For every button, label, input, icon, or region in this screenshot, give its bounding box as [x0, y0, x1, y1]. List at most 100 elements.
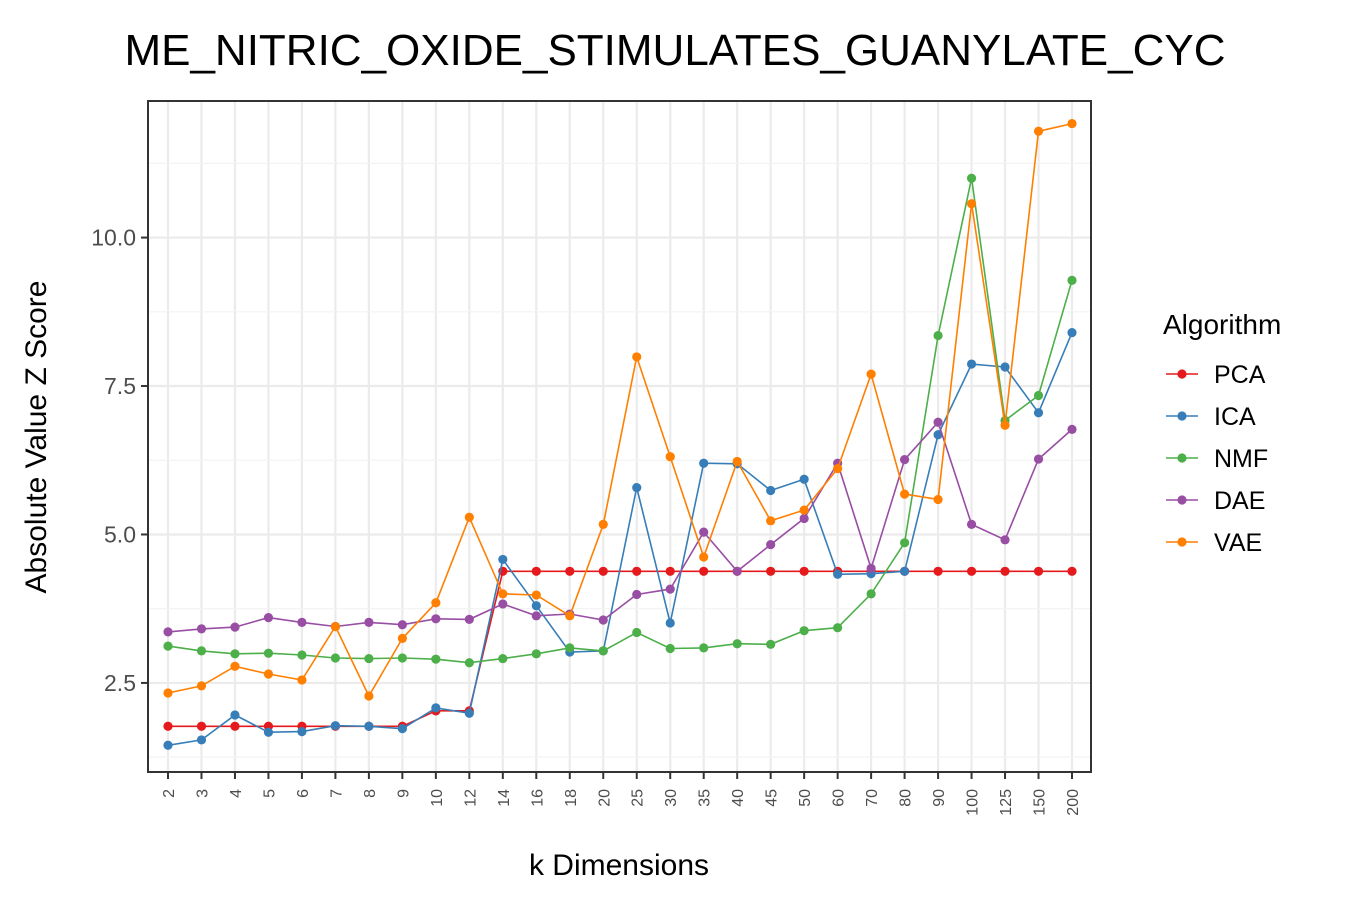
- data-point-dae: [1067, 424, 1077, 434]
- data-point-pca: [196, 721, 207, 731]
- data-point-pca: [933, 566, 943, 576]
- data-point-dae: [699, 527, 709, 537]
- data-point-nmf: [732, 639, 742, 649]
- data-point-nmf: [498, 653, 508, 664]
- data-point-vae: [397, 633, 407, 643]
- data-point-dae: [598, 615, 608, 625]
- data-point-ica: [799, 474, 809, 484]
- data-point-ica: [196, 735, 207, 745]
- legend-title: Algorithm: [1163, 309, 1281, 340]
- data-point-vae: [196, 681, 207, 691]
- x-tick-label: 3: [194, 789, 211, 798]
- data-point-vae: [364, 691, 374, 701]
- data-point-vae: [699, 552, 709, 562]
- data-point-nmf: [263, 648, 274, 658]
- data-point-vae: [431, 598, 441, 608]
- data-point-pca: [163, 721, 173, 731]
- series-line-vae: [167, 122, 1073, 698]
- data-point-nmf: [196, 646, 207, 656]
- data-point-pca: [1067, 566, 1077, 576]
- data-point-nmf: [431, 654, 441, 664]
- y-tick-label: 2.5: [104, 670, 136, 696]
- y-tick-label: 7.5: [104, 373, 136, 399]
- data-point-nmf: [397, 653, 407, 663]
- data-point-dae: [766, 539, 776, 550]
- data-point-nmf: [330, 653, 341, 663]
- legend-marker: [1177, 495, 1187, 505]
- data-point-pca: [799, 566, 809, 576]
- data-point-ica: [431, 703, 441, 713]
- x-tick-label: 10: [429, 789, 446, 807]
- data-point-pca: [565, 566, 575, 576]
- data-point-ica: [1033, 408, 1044, 418]
- legend-item-vae: VAE: [1166, 529, 1262, 557]
- data-point-vae: [1067, 118, 1077, 129]
- x-tick-label: 70: [864, 789, 881, 807]
- data-point-dae: [1000, 535, 1010, 545]
- data-point-dae: [933, 417, 943, 427]
- series-pca: [163, 566, 1077, 731]
- data-point-nmf: [933, 330, 943, 341]
- series-dae: [163, 417, 1077, 637]
- data-point-pca: [598, 566, 608, 576]
- data-point-pca: [230, 721, 240, 731]
- data-point-pca: [1000, 566, 1010, 576]
- data-point-dae: [899, 455, 910, 465]
- x-tick-label: 20: [596, 789, 613, 807]
- data-point-vae: [498, 589, 508, 599]
- x-tick-label: 5: [261, 789, 278, 798]
- data-point-pca: [531, 566, 541, 576]
- data-point-vae: [866, 369, 876, 379]
- data-point-ica: [230, 710, 240, 720]
- data-point-dae: [230, 622, 240, 632]
- legend-marker: [1177, 537, 1187, 547]
- data-point-pca: [665, 566, 675, 576]
- data-point-vae: [230, 661, 240, 671]
- data-point-vae: [632, 352, 642, 362]
- data-point-nmf: [531, 649, 541, 659]
- data-point-dae: [1033, 454, 1044, 464]
- legend-label: DAE: [1214, 487, 1265, 515]
- data-point-ica: [531, 601, 541, 611]
- legend-marker: [1177, 411, 1187, 421]
- data-point-vae: [799, 505, 809, 515]
- data-point-ica: [464, 708, 474, 718]
- data-point-dae: [297, 617, 307, 627]
- data-point-vae: [464, 512, 474, 522]
- data-point-ica: [330, 721, 341, 731]
- plot-panel-border: [147, 100, 1092, 773]
- x-axis-title: k Dimensions: [529, 849, 709, 882]
- data-point-nmf: [632, 627, 642, 638]
- data-point-vae: [933, 494, 943, 505]
- data-point-ica: [766, 485, 776, 496]
- data-point-ica: [966, 359, 977, 369]
- chart-title: ME_NITRIC_OXIDE_STIMULATES_GUANYLATE_CYC: [124, 26, 1225, 75]
- data-point-nmf: [598, 646, 608, 656]
- data-point-ica: [297, 727, 307, 737]
- data-point-nmf: [364, 653, 374, 664]
- legend-item-dae: DAE: [1166, 487, 1265, 515]
- data-point-ica: [1067, 327, 1077, 338]
- data-point-ica: [699, 458, 709, 468]
- legend-label: ICA: [1214, 403, 1256, 431]
- data-point-nmf: [966, 173, 977, 183]
- data-point-ica: [364, 721, 374, 731]
- data-point-ica: [833, 569, 843, 579]
- x-tick-label: 2: [161, 789, 178, 798]
- data-point-dae: [799, 513, 809, 524]
- data-point-dae: [966, 519, 977, 529]
- data-point-dae: [665, 584, 675, 594]
- data-point-vae: [1000, 420, 1010, 430]
- legend-marker: [1177, 369, 1187, 379]
- x-tick-label: 7: [328, 789, 345, 798]
- data-point-nmf: [866, 589, 876, 599]
- data-point-vae: [665, 452, 675, 462]
- data-point-pca: [966, 566, 977, 576]
- data-point-vae: [899, 489, 910, 499]
- series-line-dae: [167, 420, 1073, 633]
- x-tick-label: 4: [228, 789, 245, 798]
- x-tick-label: 18: [563, 789, 580, 807]
- x-tick-label: 8: [362, 789, 379, 798]
- x-tick-label: 50: [797, 789, 814, 807]
